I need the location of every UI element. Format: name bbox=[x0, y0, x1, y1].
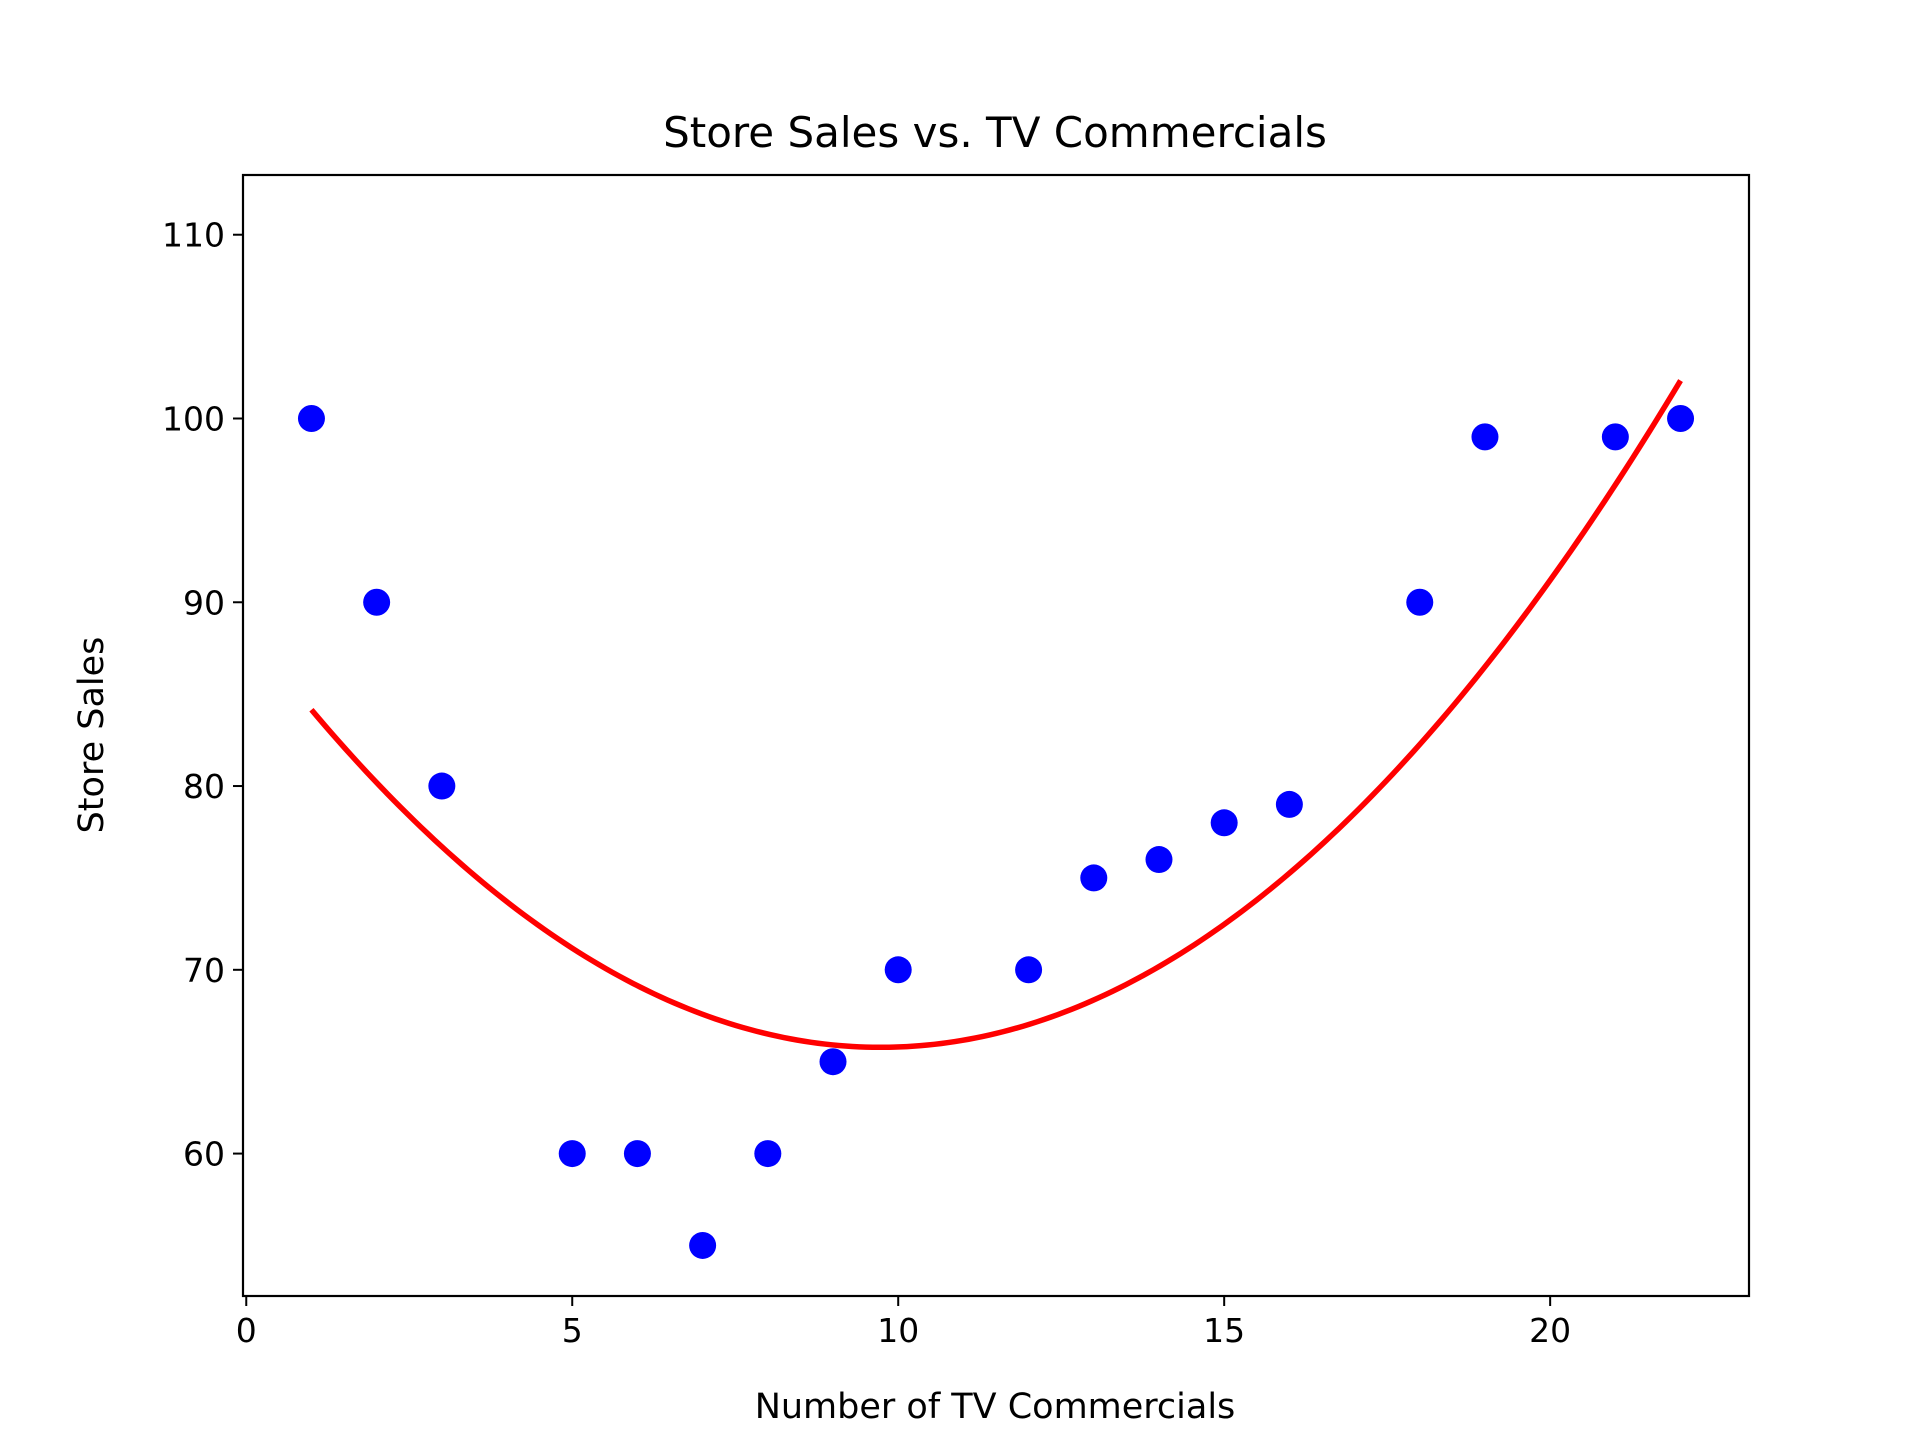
data-point-16 bbox=[1471, 423, 1499, 451]
chart-title: Store Sales vs. TV Commercials bbox=[663, 108, 1327, 157]
y-tick-label-110: 110 bbox=[162, 216, 225, 255]
data-point-8 bbox=[819, 1048, 847, 1076]
x-tick-label-10: 10 bbox=[877, 1311, 919, 1350]
data-point-15 bbox=[1406, 588, 1434, 616]
data-point-6 bbox=[689, 1231, 717, 1259]
data-point-14 bbox=[1275, 790, 1303, 818]
y-tick-label-80: 80 bbox=[183, 767, 225, 806]
data-point-9 bbox=[884, 956, 912, 984]
y-tick-label-60: 60 bbox=[183, 1135, 225, 1174]
data-point-7 bbox=[754, 1140, 782, 1168]
y-axis-label: Store Sales bbox=[72, 637, 112, 834]
fit-curve-layer bbox=[309, 379, 1683, 1051]
data-point-4 bbox=[558, 1140, 586, 1168]
data-point-17 bbox=[1601, 423, 1629, 451]
data-point-18 bbox=[1667, 404, 1695, 432]
y-tick-label-70: 70 bbox=[183, 951, 225, 990]
data-point-2 bbox=[363, 588, 391, 616]
data-point-3 bbox=[428, 772, 456, 800]
x-axis-ticks: 0 5 10 15 20 bbox=[236, 1296, 1571, 1350]
data-point-1 bbox=[297, 404, 325, 432]
x-tick-label-5: 5 bbox=[562, 1311, 583, 1350]
data-point-5 bbox=[623, 1140, 651, 1168]
x-axis-label: Number of TV Commercials bbox=[755, 1387, 1236, 1427]
x-tick-label-15: 15 bbox=[1203, 1311, 1245, 1350]
data-point-12 bbox=[1145, 846, 1173, 874]
scatter-points-layer bbox=[297, 404, 1695, 1259]
data-point-13 bbox=[1210, 809, 1238, 837]
fit-curve-line bbox=[309, 379, 1683, 1051]
x-tick-label-0: 0 bbox=[236, 1311, 257, 1350]
y-axis-ticks: 60 70 80 90 100 110 bbox=[162, 216, 243, 1174]
x-tick-label-20: 20 bbox=[1529, 1311, 1571, 1350]
plot-frame bbox=[241, 173, 1751, 1298]
y-tick-label-100: 100 bbox=[162, 399, 225, 438]
y-tick-label-90: 90 bbox=[183, 583, 225, 622]
data-point-11 bbox=[1080, 864, 1108, 892]
data-point-10 bbox=[1015, 956, 1043, 984]
